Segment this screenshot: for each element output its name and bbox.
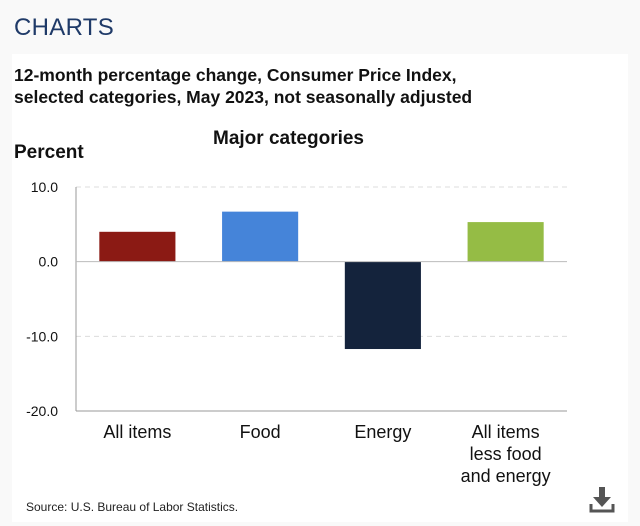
download-button[interactable] (586, 482, 620, 516)
y-tick-label: -20.0 (26, 403, 58, 419)
bar (467, 222, 544, 262)
chart-card (12, 54, 628, 522)
chart-subtitle: 12-month percentage change, Consumer Pri… (14, 64, 574, 108)
y-tick-label: 0.0 (39, 254, 59, 270)
download-icon[interactable] (586, 482, 620, 516)
label-layer: 10.0 0.0 -10.0 -20.0 All items Food Energy All … (26, 179, 551, 486)
bar (99, 231, 176, 262)
bar (344, 261, 421, 350)
axis-layer (75, 187, 567, 412)
x-tick-label: All items (103, 422, 171, 442)
bar-layer (99, 211, 544, 350)
y-tick-label: 10.0 (31, 179, 58, 195)
y-tick-label: -10.0 (26, 328, 58, 344)
x-tick-label: Energy (354, 422, 411, 442)
x-tick-label: less food (470, 444, 542, 464)
bar (222, 211, 299, 262)
chart-subtitle-line: selected categories, May 2023, not seaso… (14, 87, 473, 107)
section-title: CHARTS (14, 14, 115, 41)
x-tick-label: All items (472, 422, 540, 442)
source-note: Source: U.S. Bureau of Labor Statistics. (26, 500, 239, 514)
y-axis-label: Percent (14, 142, 84, 163)
x-tick-label: and energy (461, 466, 551, 486)
grid-layer (76, 186, 567, 337)
chart-title: Major categories (213, 128, 364, 149)
x-tick-label: Food (240, 422, 281, 442)
chart-subtitle-line: 12-month percentage change, Consumer Pri… (14, 65, 457, 85)
